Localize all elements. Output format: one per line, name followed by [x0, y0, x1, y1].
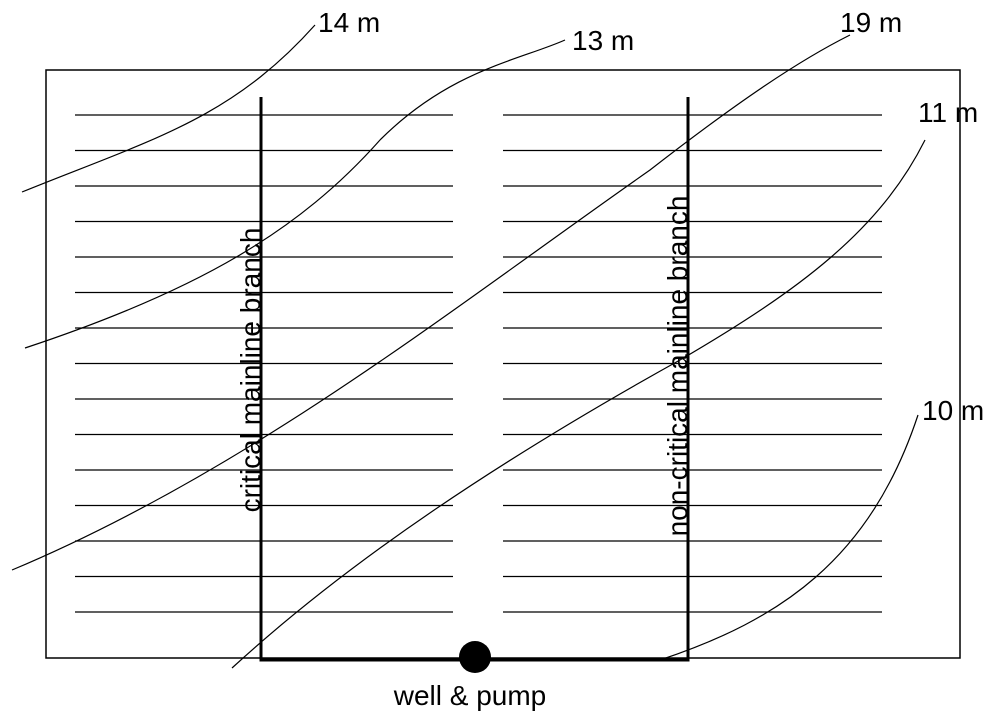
contour-line [11, 34, 851, 571]
contour-label: 19 m [840, 7, 902, 38]
contour-line [231, 139, 926, 669]
well [459, 641, 491, 673]
contour-label: 10 m [922, 395, 984, 426]
contour-label: 14 m [318, 7, 380, 38]
contour-line [659, 414, 919, 661]
laterals [75, 114, 882, 613]
source-label: well & pump [393, 680, 547, 711]
mainline [259, 97, 690, 662]
field-boundary [45, 69, 961, 659]
branch-label: critical mainline branch [235, 228, 266, 513]
contour-line [24, 39, 566, 349]
branch-label: non-critical mainline branch [662, 196, 693, 537]
contour-label: 13 m [572, 25, 634, 56]
contour-line [21, 24, 316, 193]
contour-label: 11 m [918, 97, 978, 128]
